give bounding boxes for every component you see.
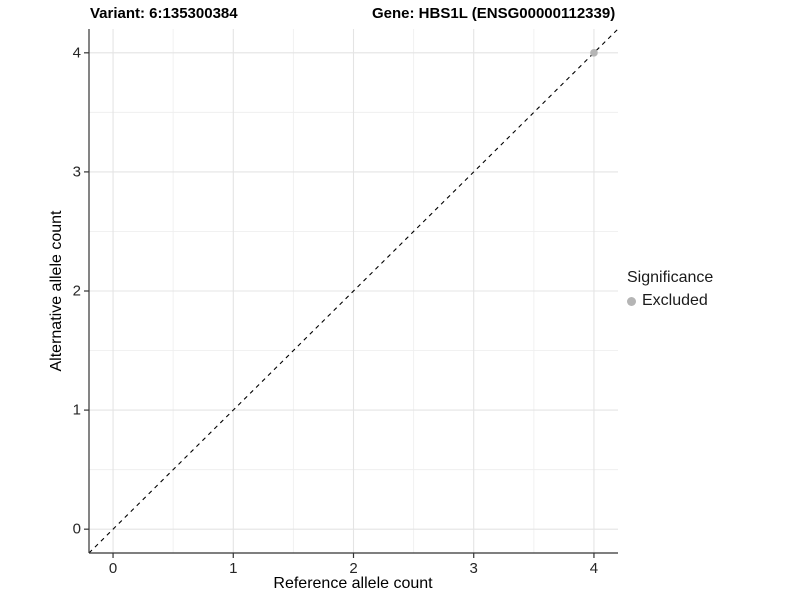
y-axis-label: Alternative allele count — [48, 210, 65, 372]
y-tick-label: 0 — [72, 520, 81, 538]
y-tick-label: 3 — [72, 163, 81, 181]
x-tick-label: 4 — [589, 560, 599, 577]
data-point — [590, 49, 598, 57]
legend: Significance Excluded — [627, 269, 713, 310]
legend-item-label: Excluded — [642, 292, 708, 309]
x-tick-label: 1 — [229, 560, 238, 577]
y-tick-label: 4 — [72, 44, 81, 62]
legend-title: Significance — [627, 269, 714, 286]
x-axis-label: Reference allele count — [273, 575, 433, 592]
y-tick-label: 1 — [72, 401, 81, 419]
x-tick-label: 0 — [108, 560, 118, 577]
x-tick-label: 2 — [349, 560, 358, 577]
legend-item-excluded: Excluded — [627, 292, 713, 310]
identity-line — [88, 28, 619, 554]
x-tick-label: 3 — [469, 560, 478, 577]
chart-title-variant: Variant: 6:135300384 — [90, 5, 238, 22]
point-icon — [627, 296, 636, 306]
chart-title-gene: Gene: HBS1L (ENSG00000112339) — [372, 5, 616, 22]
y-tick-label: 2 — [72, 282, 81, 300]
